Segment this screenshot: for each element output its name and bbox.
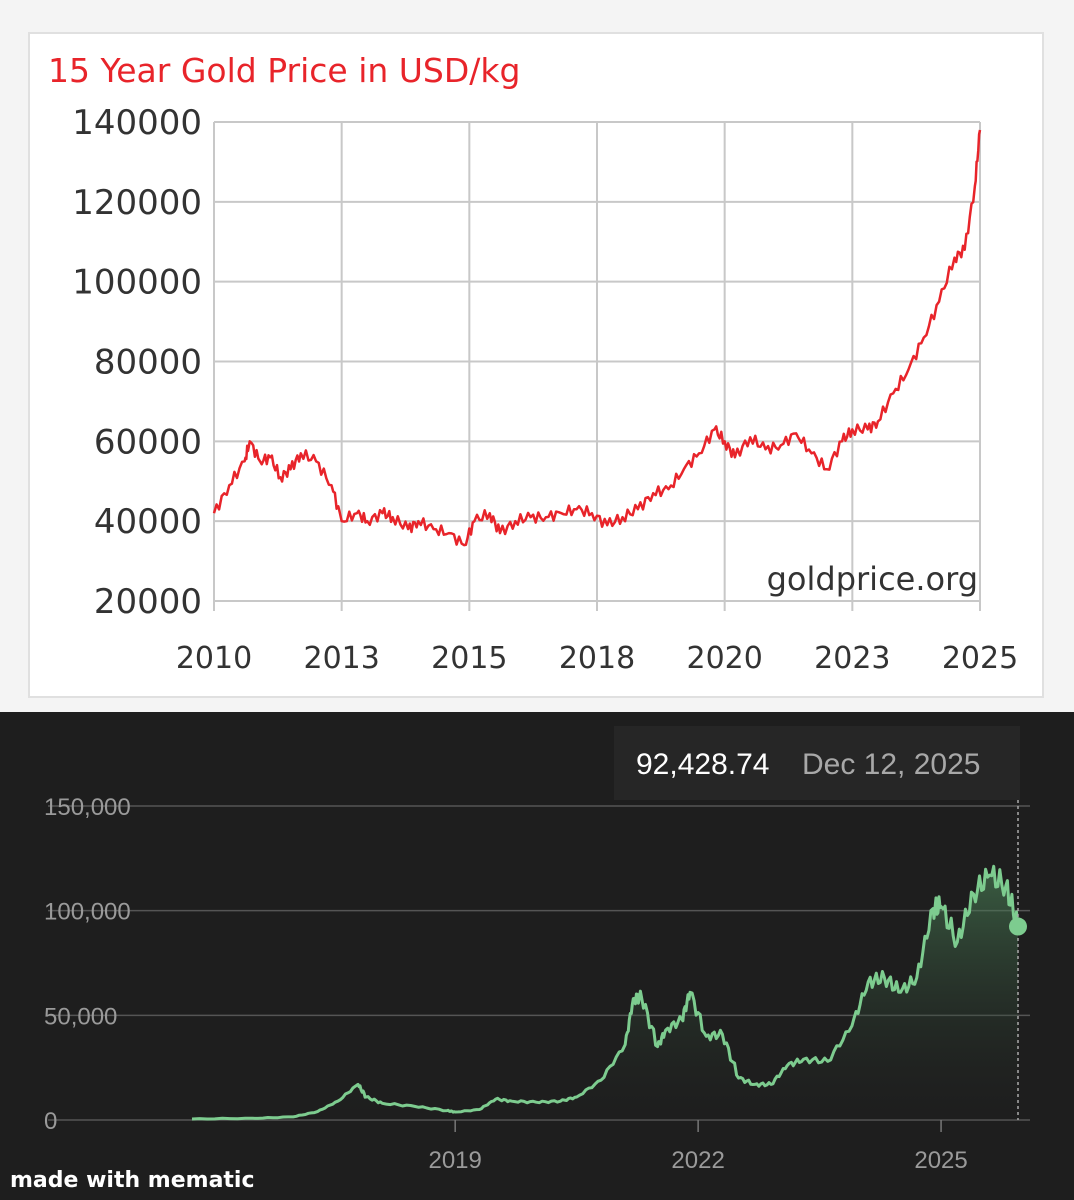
price-marker [1009, 917, 1027, 936]
y-tick-label: 120000 [72, 183, 202, 223]
x-tick-label: 2020 [686, 641, 762, 676]
y-tick-label: 0 [44, 1108, 57, 1135]
x-tick-label: 2025 [914, 1147, 967, 1174]
y-tick-label: 40000 [94, 502, 202, 542]
chart-title: 15 Year Gold Price in USD/kg [48, 51, 520, 90]
tooltip-box [614, 726, 1020, 800]
price-area-fill [192, 866, 1018, 1120]
y-tick-label: 60000 [94, 422, 202, 462]
x-tick-label: 2018 [559, 641, 635, 676]
x-tick-label: 2015 [431, 641, 507, 676]
x-tick-label: 2010 [176, 641, 252, 676]
y-tick-label: 140000 [72, 103, 202, 143]
y-tick-label: 100000 [72, 263, 202, 303]
x-tick-label: 2013 [303, 641, 379, 676]
price-line [191, 864, 1020, 1121]
x-tick-label: 2022 [671, 1147, 724, 1174]
gold-price-line [212, 129, 982, 547]
gold-chart-panel [0, 0, 1074, 712]
tooltip-date: Dec 12, 2025 [802, 748, 980, 781]
y-tick-label: 100,000 [44, 899, 131, 926]
mematic-watermark: made with mematic [10, 1168, 255, 1193]
price-area-chart: 150,000 100,000 50,000 0 2019 2022 2025 92,428.… [44, 726, 1030, 1174]
y-tick-label: 150,000 [44, 794, 131, 821]
x-tick-label: 2025 [942, 641, 1018, 676]
y-tick-label: 20000 [94, 582, 202, 622]
tooltip-value: 92,428.74 [636, 748, 769, 781]
y-tick-label: 80000 [94, 343, 202, 383]
y-tick-label: 50,000 [44, 1003, 117, 1030]
gold-price-chart: 15 Year Gold Price in USD/kg 140000 120000… [48, 51, 1018, 676]
x-tick-label: 2019 [428, 1147, 481, 1174]
gold-chart-card [28, 32, 1044, 698]
goldprice-watermark: goldprice.org [767, 560, 978, 598]
x-tick-label: 2023 [814, 641, 890, 676]
